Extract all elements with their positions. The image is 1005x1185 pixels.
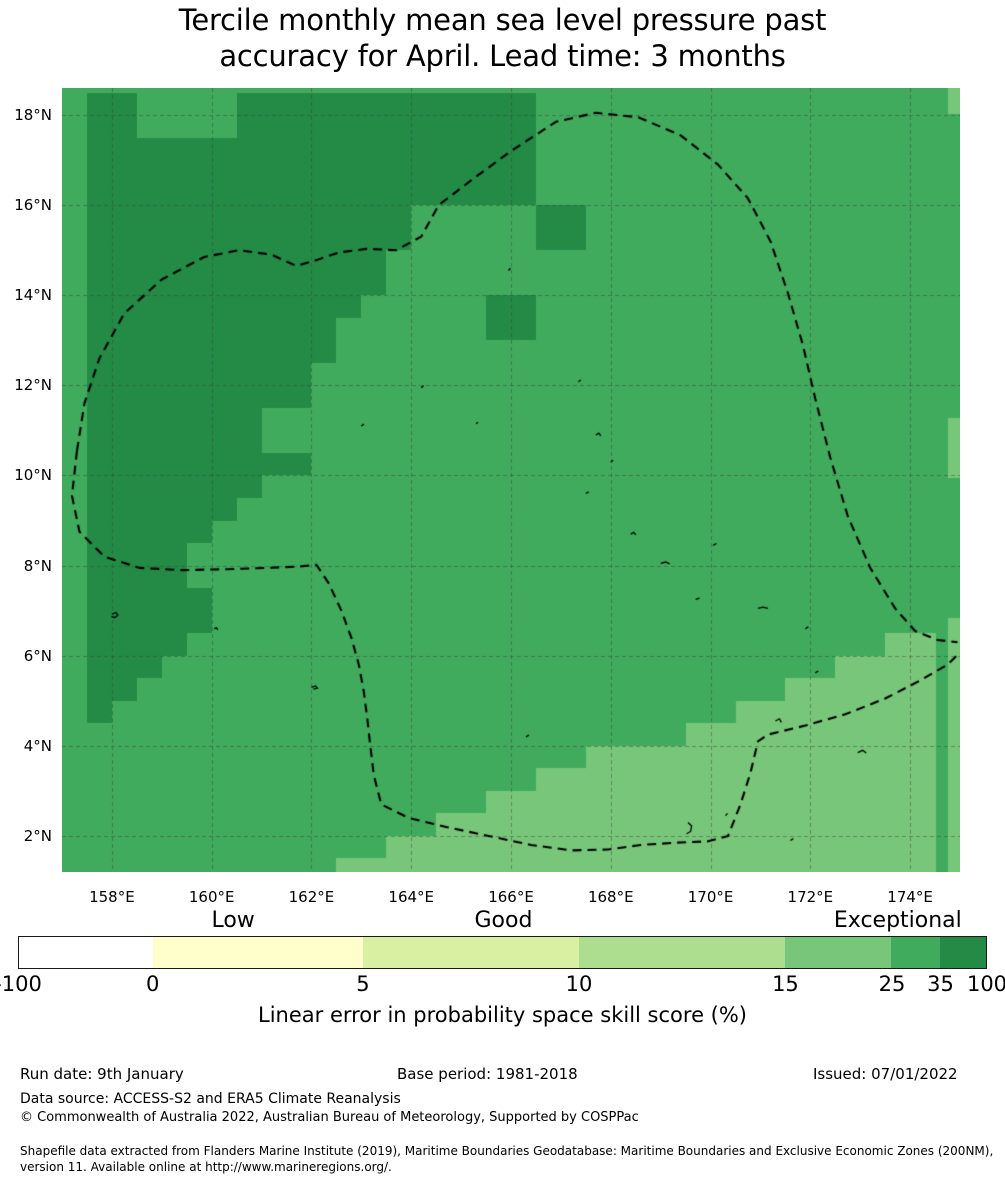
base-period: Base period: 1981-2018	[397, 1065, 578, 1083]
colorbar-category-exceptional: Exceptional	[833, 908, 962, 933]
latitude-tick-6: 6°N	[23, 646, 52, 665]
colorbar-band-6[interactable]	[939, 937, 986, 968]
longitude-tick-168: 168°E	[587, 888, 634, 906]
shapefile-attribution-line-2: version 11. Available online at http://w…	[20, 1160, 392, 1174]
colorbar-band-4[interactable]	[784, 937, 892, 968]
copyright: © Commonwealth of Australia 2022, Austra…	[20, 1110, 639, 1125]
longitude-tick-158: 158°E	[89, 888, 135, 906]
colorbar-band-5[interactable]	[891, 937, 940, 968]
latitude-tick-12: 12°N	[14, 376, 52, 395]
colorbar-band-2[interactable]	[363, 937, 579, 968]
longitude-tick-174: 174°E	[887, 888, 933, 906]
colorbar-tick-35: 35	[927, 972, 954, 996]
colorbar-tick-25: 25	[878, 972, 906, 996]
page-title-line-2: accuracy for April. Lead time: 3 months	[219, 39, 786, 73]
colorbar-tick--100: -100	[0, 972, 42, 996]
latitude-tick-18: 18°N	[14, 106, 52, 125]
footer-meta-row: Run date: 9th January Base period: 1981-…	[0, 1065, 1005, 1091]
latitude-tick-10: 10°N	[14, 466, 52, 485]
longitude-tick-164: 164°E	[388, 888, 435, 906]
colorbar-tick-10: 10	[565, 972, 593, 996]
latitude-axis: 2°N 4°N 6°N 8°N 10°N 12°N 14°N 16°N 18°N	[0, 0, 58, 1185]
longitude-tick-172: 172°E	[787, 888, 834, 906]
colorbar-tick-0: 0	[146, 972, 160, 996]
colorbar-tick-5: 5	[356, 972, 370, 996]
longitude-tick-166: 166°E	[488, 888, 534, 906]
colorbar-tick-15: 15	[772, 972, 799, 996]
longitude-tick-160: 160°E	[188, 888, 235, 906]
run-date: Run date: 9th January	[20, 1065, 184, 1083]
colorbar[interactable]	[18, 936, 987, 969]
colorbar-category-low: Low	[211, 908, 255, 933]
colorbar-category-good: Good	[474, 908, 533, 933]
issued-date: Issued: 07/01/2022	[813, 1065, 958, 1083]
map-plot-area[interactable]	[62, 88, 960, 872]
latitude-tick-16: 16°N	[14, 196, 52, 215]
colorbar-band-1[interactable]	[153, 937, 364, 968]
skill-score-heatmap[interactable]	[62, 88, 960, 872]
shapefile-attribution-line-1: Shapefile data extracted from Flanders M…	[20, 1144, 994, 1158]
longitude-tick-162: 162°E	[288, 888, 335, 906]
colorbar-tick-100: 100	[966, 972, 1005, 996]
colorbar-band-0[interactable]	[19, 937, 154, 968]
latitude-tick-8: 8°N	[23, 556, 52, 575]
footer: Run date: 9th January Base period: 1981-…	[0, 1065, 1005, 1175]
colorbar-caption: Linear error in probability space skill …	[258, 1003, 747, 1027]
latitude-tick-14: 14°N	[14, 286, 52, 305]
page-title: Tercile monthly mean sea level pressure …	[0, 2, 1005, 74]
latitude-tick-4: 4°N	[23, 736, 52, 755]
longitude-tick-170: 170°E	[687, 888, 734, 906]
colorbar-band-3[interactable]	[578, 937, 785, 968]
data-source: Data source: ACCESS-S2 and ERA5 Climate …	[20, 1091, 401, 1107]
page-title-line-1: Tercile monthly mean sea level pressure …	[178, 3, 827, 37]
latitude-tick-2: 2°N	[23, 826, 52, 845]
